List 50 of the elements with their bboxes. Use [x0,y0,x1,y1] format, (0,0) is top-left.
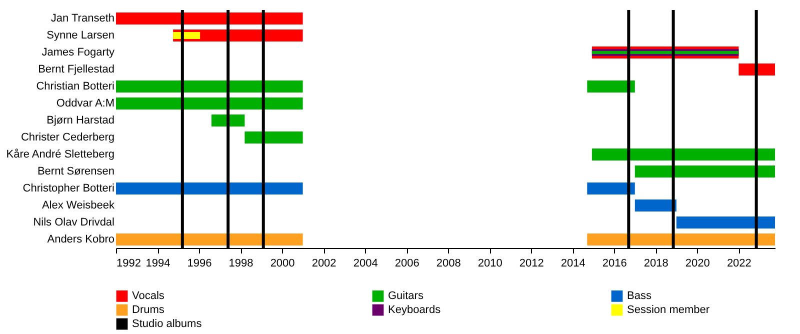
x-tick-label: 2010 [478,258,502,270]
y-tick-label: Bjørn Harstad [46,114,114,126]
y-tick-label: Oddvar A:M [56,98,114,110]
legend-label: Keyboards [388,304,442,316]
bar [738,64,775,76]
x-tick-label: 2018 [644,258,668,270]
legend-label: Vocals [132,290,165,302]
y-tick-label: Anders Kobro [47,234,114,246]
x-tick-label: 2004 [353,258,378,270]
bar [116,182,303,194]
legend-label: Guitars [388,290,424,302]
bar [634,166,775,178]
y-tick-label: Synne Larsen [46,30,114,42]
y-tick-label: Christer Cederberg [20,132,114,144]
x-tick-label: 1994 [146,258,170,270]
y-tick-label: Kåre André Sletteberg [6,148,114,160]
legend-label: Bass [627,290,652,302]
x-tick-label: 2000 [270,258,295,270]
bar [116,80,303,92]
y-tick-label: James Fogarty [42,46,115,58]
bar [676,216,775,228]
bar [587,182,635,194]
bar [244,132,303,144]
x-tick-label: 2022 [726,258,752,270]
y-tick-label: Alex Weisbeek [42,200,115,212]
x-tick-label: 2020 [685,258,710,270]
x-tick-label: 2012 [519,258,544,270]
y-tick-label: Christian Botteri [36,80,114,92]
bar [592,148,775,160]
bar [634,200,676,212]
x-tick-label: 2008 [436,258,461,270]
y-tick-label: Bernt Fjellestad [38,64,114,76]
y-tick-label: Christopher Botteri [22,182,114,194]
legend-label: Studio albums [132,318,202,330]
y-tick-label: Nils Olav Drivdal [33,216,114,228]
x-tick-label: 2014 [560,258,586,270]
legend-label: Drums [132,304,165,316]
x-tick-label: 2016 [602,258,627,270]
y-tick-label: Jan Transeth [50,12,114,24]
bar [116,234,303,246]
x-tick-label: 1996 [187,258,212,270]
bar [587,234,775,246]
x-tick-label: 2002 [312,258,336,270]
bar [116,12,303,24]
x-tick-label: 1992 [116,258,141,270]
legend-label: Session member [627,304,710,316]
y-tick-label: Bernt Sørensen [37,166,114,178]
x-tick-label: 1998 [228,258,254,270]
x-tick-label: 2006 [394,258,420,270]
bar [116,98,303,110]
